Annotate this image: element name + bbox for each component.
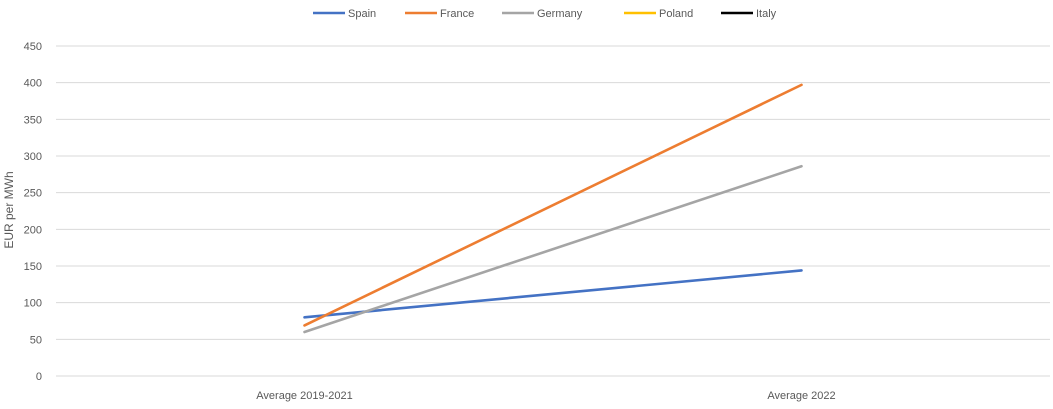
- legend-label-germany: Germany: [537, 8, 583, 20]
- series-lines: [303, 83, 803, 334]
- legend-label-italy: Italy: [756, 8, 777, 20]
- series-line-spain: [303, 269, 803, 319]
- y-axis-ticks: 0 50 100 150 200 250 300 350 400 450: [24, 41, 42, 383]
- y-tick-label: 150: [24, 261, 42, 273]
- gridlines: [56, 45, 1050, 377]
- y-tick-label: 400: [24, 78, 42, 90]
- y-tick-label: 100: [24, 298, 42, 310]
- x-tick-label: Average 2022: [767, 390, 835, 402]
- series-line-germany: [303, 164, 803, 334]
- y-tick-label: 350: [24, 114, 42, 126]
- legend-label-spain: Spain: [348, 8, 376, 20]
- y-tick-label: 300: [24, 151, 42, 163]
- x-tick-label: Average 2019-2021: [256, 390, 352, 402]
- y-axis-label: EUR per MWh: [2, 171, 16, 248]
- y-tick-label: 200: [24, 224, 42, 236]
- y-tick-label: 50: [30, 334, 42, 346]
- x-axis-ticks: Average 2019-2021 Average 2022: [256, 390, 835, 402]
- y-tick-label: 0: [36, 371, 42, 383]
- series-line-france: [303, 83, 803, 327]
- legend: Spain France Germany Poland Italy: [313, 8, 777, 20]
- legend-label-poland: Poland: [659, 8, 693, 20]
- y-tick-label: 250: [24, 188, 42, 200]
- y-tick-label: 450: [24, 41, 42, 53]
- legend-label-france: France: [440, 8, 474, 20]
